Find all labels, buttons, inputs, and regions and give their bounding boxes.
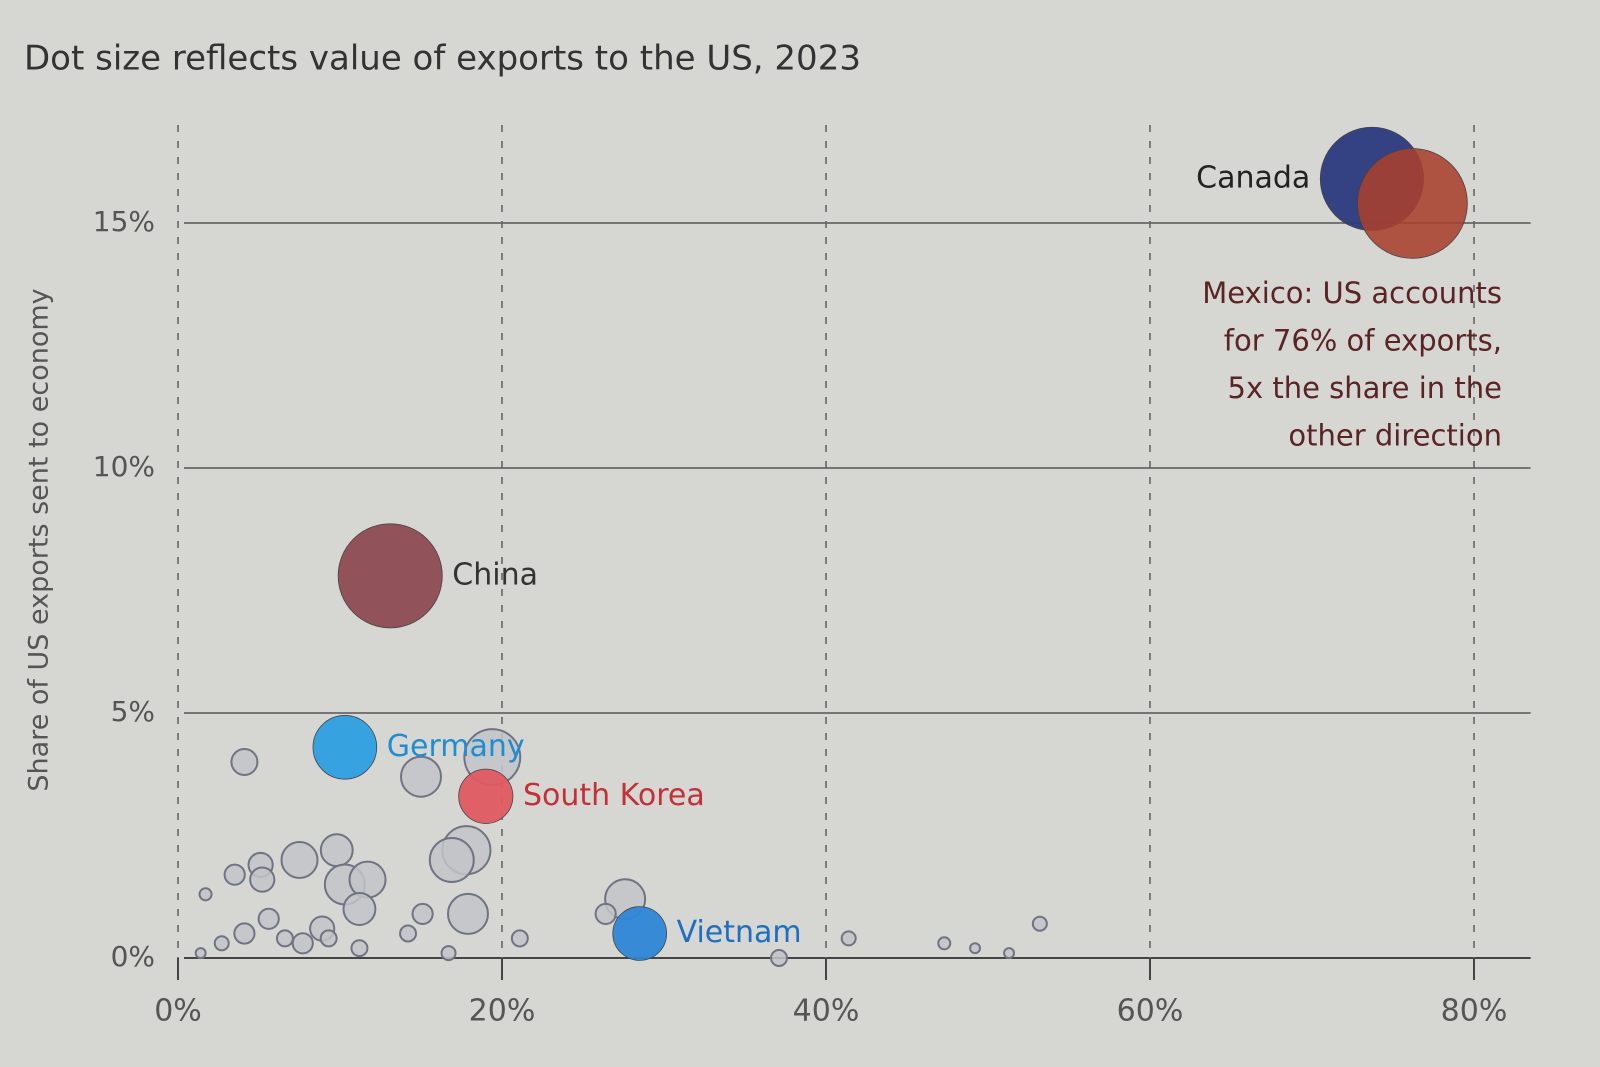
bubble (612, 906, 668, 961)
bubble (1003, 947, 1016, 960)
x-tick-label: 20% (469, 994, 536, 1029)
bubble (594, 902, 617, 925)
y-axis-label: Share of US exports sent to economy (24, 288, 55, 791)
chart-title: Dot size reflects value of exports to th… (24, 39, 861, 79)
annotation: other direction (1288, 419, 1502, 453)
data-label: Germany (387, 729, 525, 764)
y-tick-label: 10% (93, 450, 155, 483)
bubble (275, 929, 294, 948)
bubble (312, 715, 378, 780)
y-tick-label: 5% (111, 695, 155, 728)
bubble (230, 748, 259, 776)
bubble (337, 523, 443, 629)
bubble (446, 892, 489, 935)
y-tick-label: 0% (111, 940, 155, 973)
bubble (348, 860, 387, 899)
bubble (319, 833, 354, 868)
bubble (770, 949, 788, 967)
bubble (257, 907, 280, 930)
annotation: 5x the share in the (1228, 371, 1503, 405)
data-label: China (452, 557, 538, 592)
bubble (350, 939, 369, 958)
bubble (291, 932, 314, 955)
y-tick-label: 15% (93, 205, 155, 238)
bubble (937, 936, 952, 951)
annotation: Mexico: US accounts (1202, 276, 1502, 310)
bubble (223, 863, 246, 886)
bubble (213, 935, 230, 952)
bubble (249, 866, 276, 893)
bubble (428, 837, 475, 883)
bubble (198, 887, 213, 902)
bubble (280, 841, 319, 879)
bubble (969, 942, 982, 955)
bubble (1031, 915, 1048, 932)
x-tick-label: 40% (793, 994, 860, 1029)
bubble (440, 945, 457, 962)
x-tick-label: 80% (1441, 994, 1508, 1029)
bubble (411, 902, 434, 925)
bubble (1357, 148, 1468, 259)
data-label: Vietnam (677, 915, 802, 950)
bubble (233, 922, 256, 945)
bubble (342, 892, 377, 926)
x-tick-label: 0% (154, 994, 202, 1029)
bubble (510, 929, 529, 948)
data-label: Canada (1196, 160, 1310, 195)
bubble (319, 929, 338, 948)
x-tick-label: 60% (1117, 994, 1184, 1029)
bubble (840, 930, 857, 947)
bubble (194, 947, 207, 960)
bubble (399, 924, 418, 943)
bubble (458, 768, 514, 824)
bubble (399, 755, 443, 798)
annotation: for 76% of exports, (1224, 324, 1502, 358)
data-label: South Korea (523, 778, 705, 813)
